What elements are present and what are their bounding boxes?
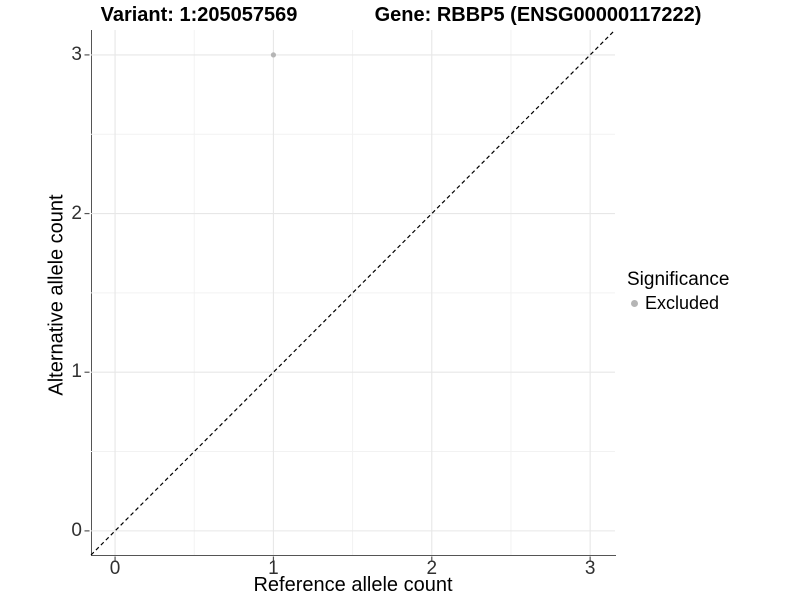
identity-reference-line (90, 29, 616, 556)
variant-title: Variant: 1:205057569 (100, 4, 298, 26)
legend-item: Excluded (627, 293, 729, 314)
legend-item-label: Excluded (645, 293, 720, 313)
plot-area (84, 29, 616, 562)
legend-title: Significance (627, 269, 730, 290)
x-axis-title: Reference allele count (253, 574, 453, 596)
legend: Significance Excluded (627, 269, 729, 314)
legend-items: Excluded (627, 293, 729, 314)
x-tick-label: 2 (426, 558, 438, 579)
x-tick-label: 3 (584, 558, 596, 579)
y-tick-label: 2 (71, 202, 82, 224)
x-tick-label: 0 (109, 558, 121, 579)
legend-point-icon (631, 300, 638, 307)
data-point-excluded (270, 52, 277, 58)
y-tick-label: 0 (71, 519, 82, 541)
x-tick-label: 1 (268, 558, 279, 579)
y-tick-label: 3 (71, 43, 82, 65)
y-tick-label: 1 (71, 361, 82, 383)
gene-title: Gene: RBBP5 (ENSG00000117222) (374, 4, 702, 26)
